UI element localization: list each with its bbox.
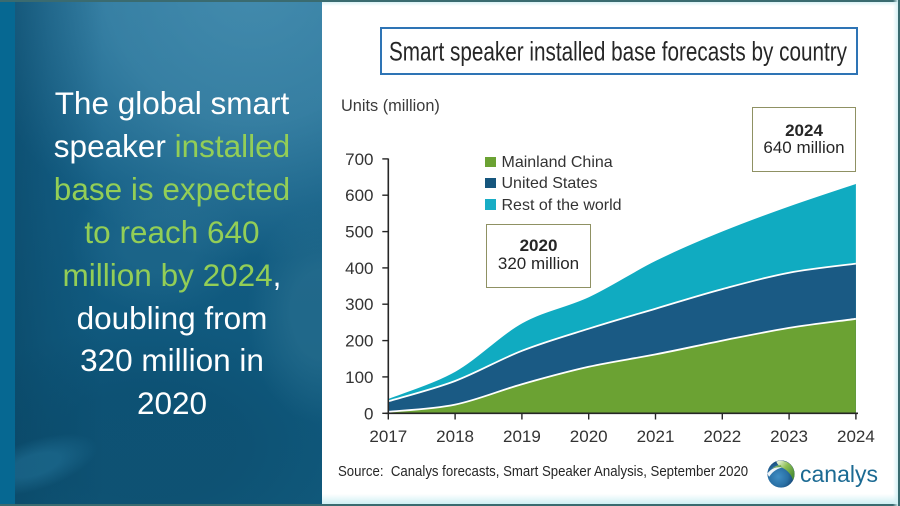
svg-text:Smart speaker installed base f: Smart speaker installed base forecasts b… (389, 37, 847, 67)
svg-text:2023: 2023 (770, 427, 808, 446)
svg-text:2022: 2022 (703, 427, 741, 446)
svg-text:600: 600 (345, 186, 373, 205)
svg-text:2021: 2021 (637, 427, 675, 446)
svg-text:400: 400 (345, 259, 373, 278)
svg-text:0: 0 (364, 404, 373, 423)
svg-text:2019: 2019 (503, 427, 541, 446)
svg-text:300: 300 (345, 295, 373, 314)
svg-text:2020: 2020 (570, 427, 608, 446)
svg-text:2024: 2024 (837, 427, 875, 446)
svg-text:2017: 2017 (369, 427, 407, 446)
svg-text:500: 500 (345, 223, 373, 242)
svg-text:700: 700 (345, 150, 373, 169)
svg-text:canalys: canalys (800, 461, 878, 487)
svg-text:100: 100 (345, 368, 373, 387)
svg-text:200: 200 (345, 332, 373, 351)
svg-text:2018: 2018 (436, 427, 474, 446)
